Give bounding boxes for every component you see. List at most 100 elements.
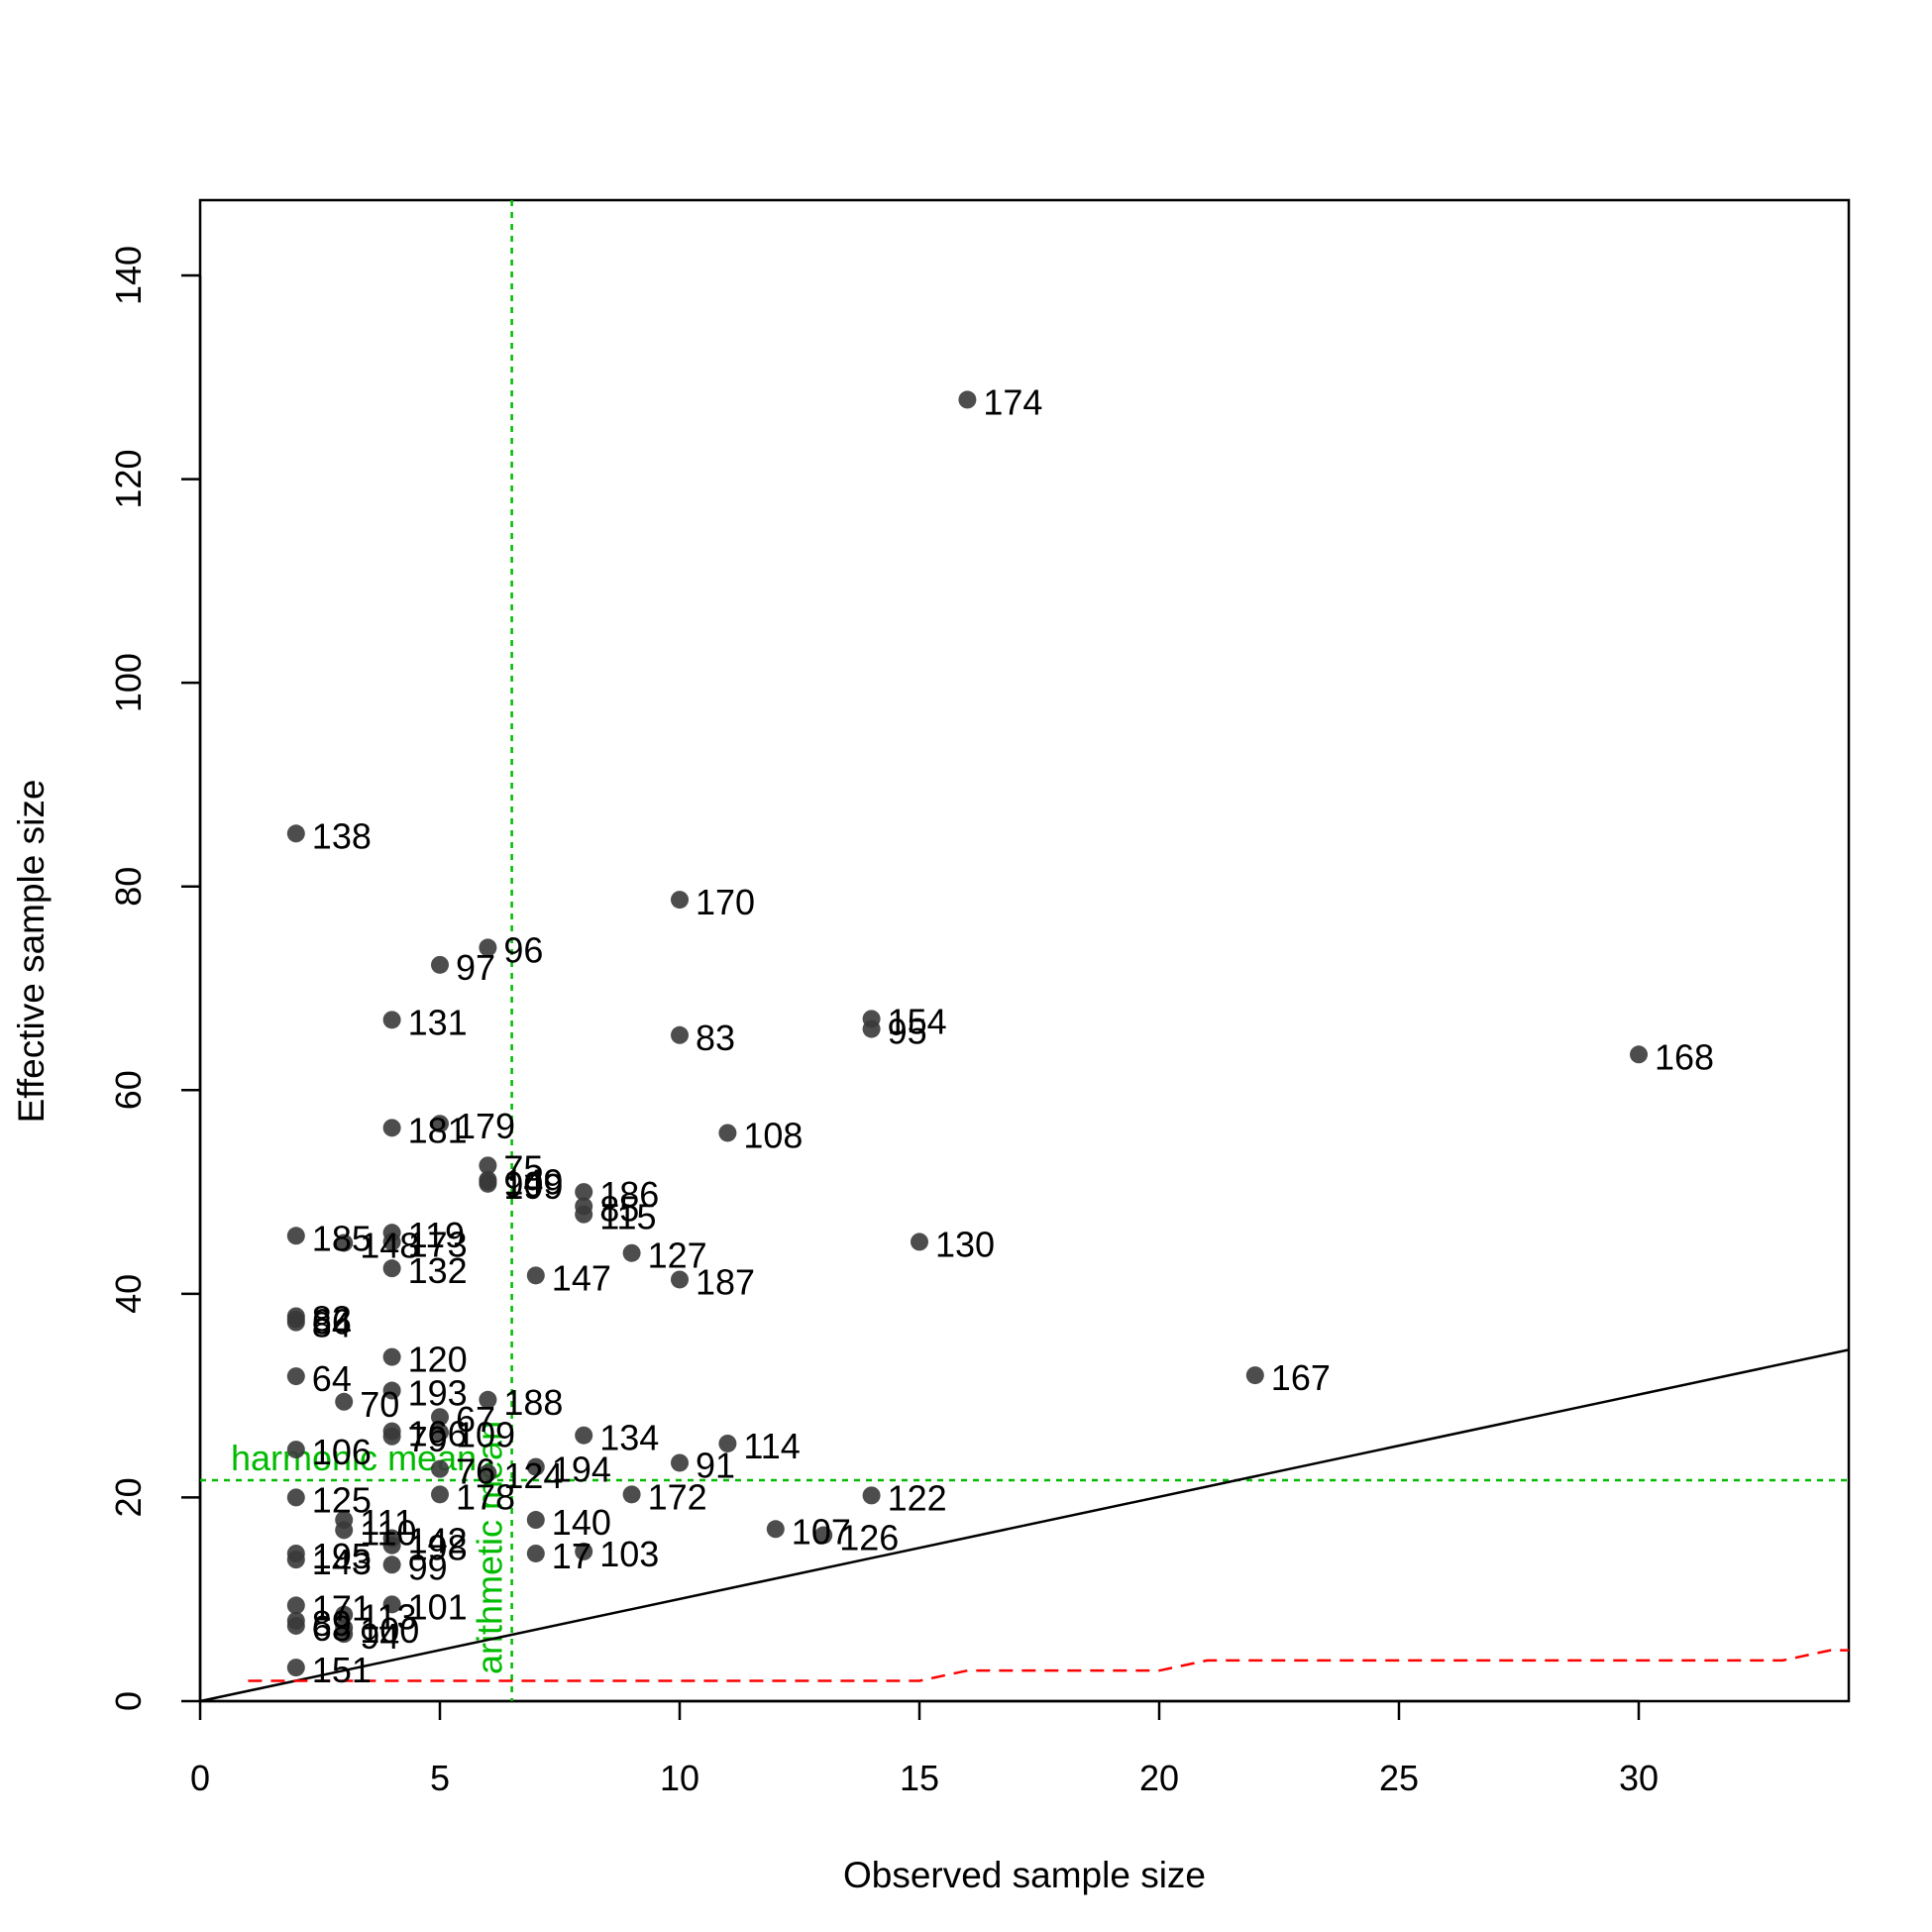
data-point	[382, 1595, 401, 1614]
data-point-label: 166	[408, 1414, 468, 1454]
data-point	[814, 1526, 833, 1545]
threshold-line	[248, 1649, 1849, 1682]
data-point	[479, 1156, 497, 1175]
data-point	[526, 1511, 545, 1530]
data-point-label: 138	[312, 815, 372, 856]
data-point	[718, 1434, 737, 1452]
data-point	[382, 1233, 401, 1251]
data-point	[671, 1270, 689, 1289]
data-point-label: 94	[360, 1616, 399, 1657]
data-point	[286, 1313, 305, 1332]
data-point	[431, 1423, 449, 1442]
y-axis: 0 20 40 60 80 100 120 140	[108, 246, 202, 1711]
x-axis: 0 5 10 15 20 25 30	[190, 1699, 1659, 1798]
data-point-label: 127	[648, 1235, 707, 1276]
identity-line	[199, 1348, 1850, 1703]
data-point-label: 167	[1271, 1357, 1331, 1398]
data-point-label: 82	[312, 1298, 352, 1339]
x-tick-label: 25	[1379, 1758, 1419, 1798]
data-point-label: 79	[408, 1419, 448, 1459]
x-axis-title: Observed sample size	[843, 1855, 1206, 1895]
data-point	[382, 1556, 401, 1574]
data-point-label: 171	[312, 1587, 372, 1628]
data-point	[526, 1544, 545, 1562]
data-point-label: 186	[599, 1174, 659, 1215]
data-point-label: 108	[743, 1115, 803, 1155]
data-point-label: 181	[408, 1110, 468, 1150]
data-point	[1245, 1366, 1264, 1385]
data-point-label: 85	[599, 1188, 639, 1229]
data-point-label: 119	[408, 1215, 465, 1255]
data-point	[335, 1234, 354, 1252]
data-point	[479, 938, 497, 957]
y-tick-label: 120	[108, 450, 149, 509]
data-point-label: 130	[935, 1224, 995, 1264]
data-point-label: 97	[456, 947, 495, 988]
y-tick-label: 100	[108, 653, 149, 712]
data-point	[766, 1520, 785, 1539]
x-tick-label: 20	[1139, 1758, 1179, 1798]
data-point-label: 172	[648, 1476, 707, 1517]
data-point	[575, 1426, 593, 1445]
data-point-label: 168	[1655, 1036, 1714, 1077]
y-tick-label: 80	[108, 867, 149, 907]
data-point	[479, 1174, 497, 1193]
data-point-label: 122	[888, 1477, 947, 1518]
data-point-label: 107	[792, 1511, 851, 1552]
data-point-label: 67	[456, 1399, 495, 1440]
data-point-label: 126	[839, 1517, 899, 1557]
y-tick-label: 0	[108, 1691, 149, 1711]
data-point-label: 113	[360, 1597, 416, 1638]
data-point	[382, 1347, 401, 1366]
data-point	[671, 891, 689, 910]
data-point	[671, 1453, 689, 1472]
data-point-label: 179	[456, 1106, 515, 1146]
x-tick-label: 30	[1619, 1758, 1659, 1798]
data-point-label: 151	[312, 1650, 372, 1690]
data-point	[286, 1367, 305, 1386]
y-tick-label: 60	[108, 1070, 149, 1110]
data-point-label: 199	[503, 1166, 563, 1207]
data-point	[479, 1463, 497, 1482]
data-point-label: 110	[360, 1512, 416, 1553]
data-point-label: 198	[408, 1528, 468, 1568]
data-point	[958, 390, 977, 409]
x-tick-label: 5	[430, 1758, 450, 1798]
data-point	[286, 1488, 305, 1507]
data-point-label: 149	[503, 1162, 563, 1203]
data-point-label: 115	[599, 1197, 656, 1237]
data-point-label: 83	[696, 1018, 735, 1058]
data-point	[911, 1233, 928, 1251]
data-point	[286, 1616, 305, 1635]
data-point-label: 170	[696, 882, 755, 922]
data-point-label: 131	[408, 1002, 468, 1042]
data-point	[382, 1536, 401, 1555]
x-tick-label: 10	[660, 1758, 699, 1798]
data-point-label: 75	[503, 1147, 543, 1188]
data-point-label: 154	[888, 1001, 947, 1041]
data-point	[286, 1441, 305, 1459]
data-point	[335, 1605, 354, 1624]
data-point-label: 76	[456, 1451, 495, 1492]
data-point-label: 84	[312, 1305, 352, 1345]
data-point	[479, 1390, 497, 1409]
x-tick-label: 0	[190, 1758, 210, 1798]
x-tick-label: 15	[900, 1758, 939, 1798]
data-point-label: 90	[503, 1164, 543, 1205]
data-point	[671, 1025, 689, 1044]
data-point-label: 89	[312, 1603, 352, 1644]
data-point	[286, 1659, 305, 1677]
data-point-label: 100	[360, 1610, 419, 1651]
data-points	[286, 390, 1648, 1677]
data-point-label: 174	[983, 381, 1042, 422]
data-point	[382, 1381, 401, 1400]
data-point-label: 96	[503, 929, 543, 970]
data-point	[575, 1205, 593, 1224]
y-axis-title: Effective sample size	[11, 780, 52, 1124]
data-point	[575, 1542, 593, 1560]
data-point-label: 120	[408, 1340, 468, 1380]
data-point	[431, 1115, 449, 1133]
data-point-label: 68	[312, 1608, 352, 1649]
